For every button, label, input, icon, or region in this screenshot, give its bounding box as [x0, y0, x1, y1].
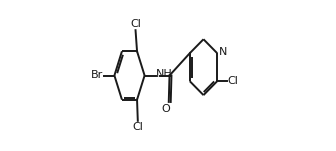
Text: Cl: Cl	[132, 122, 143, 132]
Text: O: O	[162, 104, 170, 114]
Text: N: N	[218, 47, 227, 58]
Text: Cl: Cl	[130, 19, 141, 29]
Text: Br: Br	[91, 71, 103, 80]
Text: NH: NH	[156, 69, 173, 79]
Text: Cl: Cl	[227, 76, 238, 86]
